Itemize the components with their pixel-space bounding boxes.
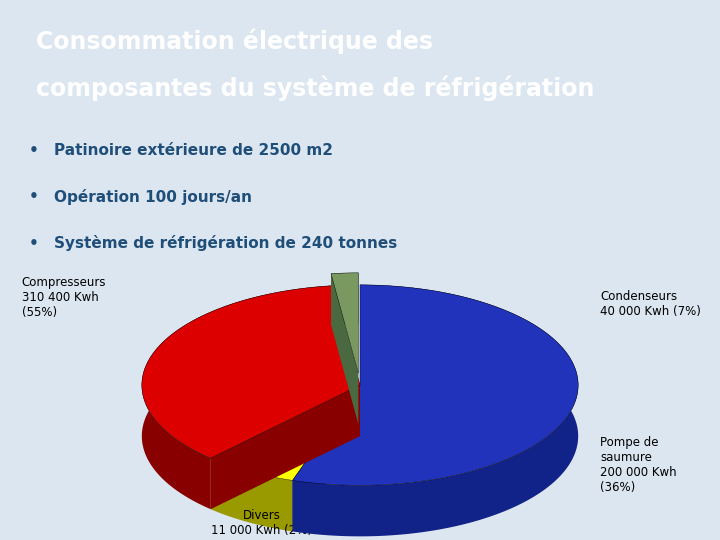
- Polygon shape: [211, 458, 292, 531]
- Text: Condenseurs
40 000 Kwh (7%): Condenseurs 40 000 Kwh (7%): [600, 291, 701, 318]
- Polygon shape: [317, 0, 720, 130]
- Polygon shape: [211, 385, 360, 481]
- Polygon shape: [292, 385, 360, 531]
- Text: •: •: [29, 190, 39, 205]
- Text: Consommation électrique des: Consommation électrique des: [36, 29, 433, 54]
- Polygon shape: [292, 285, 578, 485]
- Text: Divers
11 000 Kwh (2%): Divers 11 000 Kwh (2%): [211, 509, 312, 537]
- Polygon shape: [331, 273, 359, 325]
- Polygon shape: [142, 286, 333, 509]
- Polygon shape: [292, 285, 578, 536]
- Polygon shape: [331, 274, 359, 424]
- Text: Patinoire extérieure de 2500 m2: Patinoire extérieure de 2500 m2: [54, 143, 333, 158]
- Text: •: •: [29, 236, 39, 251]
- Text: Système de réfrigération de 240 tonnes: Système de réfrigération de 240 tonnes: [54, 235, 397, 251]
- Polygon shape: [292, 385, 360, 531]
- Text: Compresseurs
310 400 Kwh
(55%): Compresseurs 310 400 Kwh (55%): [22, 276, 107, 319]
- Text: Opération 100 jours/an: Opération 100 jours/an: [54, 189, 252, 205]
- Text: composantes du système de réfrigération: composantes du système de réfrigération: [36, 75, 595, 100]
- Text: •: •: [29, 143, 39, 158]
- Polygon shape: [331, 273, 359, 373]
- Polygon shape: [211, 385, 360, 509]
- Polygon shape: [333, 286, 360, 436]
- Text: Pompe de
saumure
200 000 Kwh
(36%): Pompe de saumure 200 000 Kwh (36%): [600, 436, 677, 494]
- Polygon shape: [142, 286, 360, 458]
- Polygon shape: [211, 385, 360, 509]
